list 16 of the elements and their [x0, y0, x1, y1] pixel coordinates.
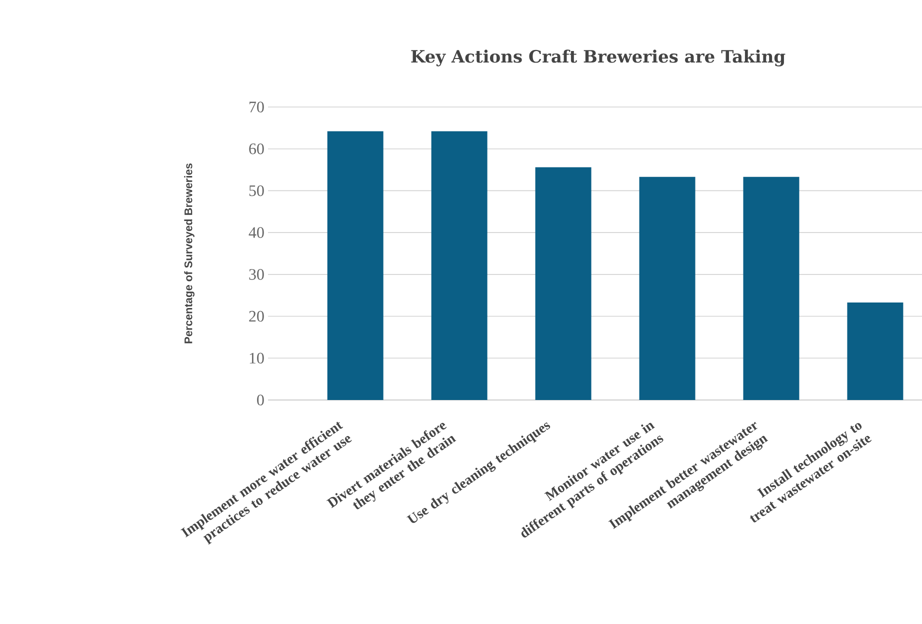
chart-title: Key Actions Craft Breweries are Taking: [411, 50, 786, 66]
y-tick-label: 60: [249, 143, 264, 154]
bar: [535, 167, 592, 400]
bar: [431, 131, 488, 400]
y-tick-label: 70: [250, 102, 264, 112]
y-tick-label: 30: [249, 269, 264, 280]
bar: [639, 176, 696, 400]
bar: [327, 131, 384, 400]
y-tick-label: 0: [257, 394, 264, 406]
y-axis-title: Percentage of Surveyed Breweries: [184, 163, 194, 344]
bar: [847, 302, 904, 400]
y-tick-label: 40: [248, 227, 264, 238]
y-tick-label: 20: [249, 310, 264, 322]
y-tick-label: 50: [249, 185, 264, 196]
bar: [743, 176, 800, 400]
y-tick-label: 10: [250, 352, 264, 364]
